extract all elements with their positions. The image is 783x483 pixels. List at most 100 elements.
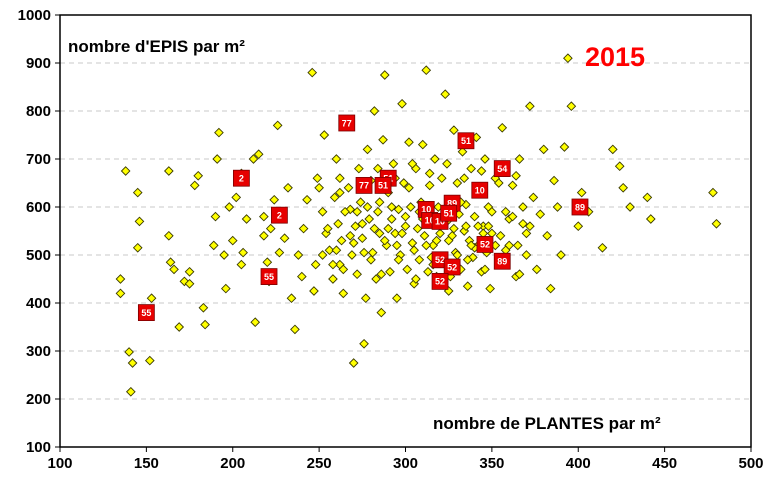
flag-label: 2 [239, 174, 244, 184]
year-label: 2015 [585, 42, 645, 72]
data-point [424, 180, 435, 191]
data-point [466, 163, 476, 174]
data-point [132, 242, 143, 253]
y-tick-label-800: 800 [26, 103, 51, 120]
x-tick-label-400: 400 [566, 455, 591, 472]
data-point [362, 144, 373, 155]
data-point [404, 137, 414, 148]
data-point [405, 202, 416, 212]
data-point [146, 293, 157, 304]
flag-label: 54 [497, 164, 507, 174]
data-point [357, 218, 368, 229]
data-point [556, 250, 566, 260]
data-point [369, 106, 380, 116]
data-point [369, 223, 380, 234]
data-point [359, 338, 369, 349]
data-point [507, 180, 518, 191]
flag-box [476, 236, 494, 253]
data-point [597, 242, 608, 253]
y-axis-title: nombre d'EPIS par m² [68, 37, 245, 56]
data-point [400, 221, 411, 232]
data-point [480, 264, 490, 275]
data-point [322, 223, 333, 234]
data-point [227, 235, 238, 246]
y-tick-label-600: 600 [26, 199, 51, 216]
flag-marker: 55 [137, 304, 155, 322]
data-point [374, 197, 385, 208]
data-point [298, 223, 309, 234]
data-point [607, 144, 618, 155]
flag-box [440, 204, 458, 222]
scatter-points [115, 53, 722, 397]
data-point [518, 218, 528, 229]
x-tick-label-150: 150 [134, 455, 159, 472]
data-point [312, 173, 323, 184]
data-point [115, 288, 126, 299]
data-point [525, 221, 535, 232]
data-point [340, 206, 350, 217]
data-point [573, 221, 584, 232]
data-point [417, 139, 428, 150]
flag-marker: 89 [571, 198, 589, 216]
data-point [545, 283, 556, 294]
data-point [241, 214, 252, 224]
data-point [329, 192, 340, 203]
data-point [473, 221, 483, 232]
y-tick-label-900: 900 [26, 55, 51, 72]
x-tick-label-100: 100 [47, 455, 72, 472]
data-point [497, 122, 508, 133]
data-point [500, 206, 511, 217]
data-point [514, 154, 525, 164]
data-point [563, 53, 573, 64]
x-tick-label-500: 500 [738, 455, 763, 472]
data-point [144, 355, 155, 366]
flag-marker: 54 [493, 160, 511, 178]
data-point [614, 161, 625, 172]
data-point [132, 187, 143, 198]
data-point [528, 192, 539, 203]
data-point [165, 257, 176, 268]
flag-label: 52 [435, 277, 445, 287]
data-point [442, 158, 452, 169]
data-point [335, 173, 345, 184]
data-point [462, 254, 473, 265]
data-point [398, 178, 409, 188]
data-point [457, 146, 468, 157]
data-point [407, 238, 418, 248]
flag-box [493, 252, 511, 270]
y-tick-label-400: 400 [26, 295, 51, 312]
flag-marker: 77 [355, 176, 373, 194]
x-tick-label-300: 300 [393, 455, 418, 472]
data-point [169, 264, 179, 275]
flag-label: 51 [444, 209, 454, 219]
data-point [480, 154, 490, 164]
data-point [125, 386, 136, 397]
data-point [507, 211, 518, 222]
flag-label: 55 [141, 308, 151, 318]
data-point [535, 209, 546, 220]
data-point [469, 211, 480, 222]
flag-box [338, 114, 356, 132]
data-point [331, 245, 342, 256]
data-point [421, 240, 432, 251]
flag-label: 10 [435, 217, 445, 227]
data-point [407, 158, 418, 169]
data-point [193, 170, 204, 181]
flag-marker: 10 [471, 181, 489, 199]
data-point [350, 221, 361, 232]
data-point [345, 230, 356, 241]
flag-label: 89 [497, 257, 507, 267]
data-point [347, 250, 357, 260]
data-point [163, 230, 174, 241]
data-point [618, 182, 629, 193]
data-point [314, 182, 324, 193]
data-point [250, 317, 261, 328]
data-point [115, 274, 126, 284]
data-point [542, 230, 552, 241]
data-point [348, 238, 359, 248]
data-point [386, 214, 397, 224]
x-tick-label-250: 250 [307, 455, 332, 472]
data-point [310, 259, 321, 270]
data-point [512, 240, 523, 251]
